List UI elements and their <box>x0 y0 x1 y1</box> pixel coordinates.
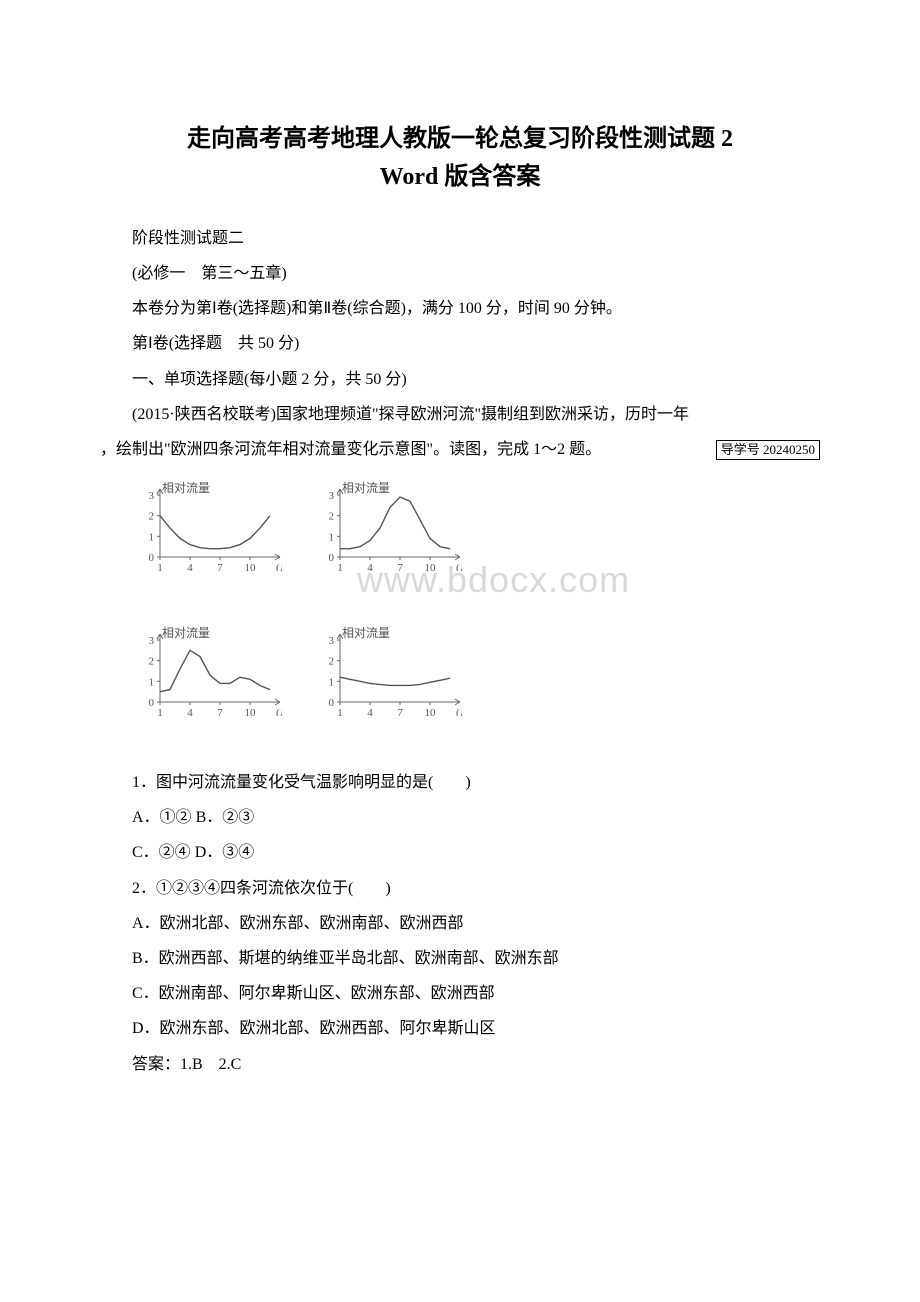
svg-text:(月): (月) <box>456 562 462 571</box>
p-scope: (必修一 第三～五章) <box>100 256 820 291</box>
svg-text:3: 3 <box>329 490 335 502</box>
p-format: 本卷分为第Ⅰ卷(选择题)和第Ⅱ卷(综合题)，满分 100 分，时间 90 分钟。 <box>100 291 820 326</box>
p-section1: 一、单项选择题(每小题 2 分，共 50 分) <box>100 362 820 397</box>
svg-text:4: 4 <box>187 707 193 716</box>
svg-text:(月): (月) <box>276 707 282 716</box>
q2-option-a: A．欧洲北部、欧洲东部、欧洲南部、欧洲西部 <box>100 906 820 941</box>
svg-text:10: 10 <box>425 707 437 716</box>
chart-3: 相对流量012314710(月)③ <box>132 626 282 721</box>
q2-option-c: C．欧洲南部、阿尔卑斯山区、欧洲东部、欧洲西部 <box>100 976 820 1011</box>
svg-text:1: 1 <box>329 531 335 543</box>
q2-stem: 2．①②③④四条河流依次位于( ) <box>100 871 820 906</box>
svg-text:3: 3 <box>149 490 155 502</box>
svg-text:1: 1 <box>149 531 155 543</box>
answers: 答案：1.B 2.C <box>100 1047 820 1082</box>
chart-block-top: 相对流量012314710(月)① 相对流量012314710(月)② www.… <box>132 481 820 576</box>
svg-text:2: 2 <box>329 656 335 668</box>
svg-text:0: 0 <box>149 552 155 564</box>
p-stem-a: (2015·陕西名校联考)国家地理频道"探寻欧洲河流"摄制组到欧洲采访，历时一年 <box>100 397 820 432</box>
svg-text:0: 0 <box>329 552 335 564</box>
title-line-2: Word 版含答案 <box>100 158 820 196</box>
svg-text:1: 1 <box>337 707 343 716</box>
p-subtitle: 阶段性测试题二 <box>100 221 820 256</box>
svg-text:10: 10 <box>245 707 257 716</box>
svg-text:7: 7 <box>397 707 403 716</box>
svg-text:3: 3 <box>329 635 335 647</box>
svg-text:4: 4 <box>367 707 373 716</box>
svg-text:0: 0 <box>329 697 335 709</box>
q2-option-d: D．欧洲东部、欧洲北部、欧洲西部、阿尔卑斯山区 <box>100 1011 820 1046</box>
chart-4: 相对流量012314710(月)④ <box>312 626 462 721</box>
svg-text:4: 4 <box>187 562 193 571</box>
svg-text:(月): (月) <box>276 562 282 571</box>
svg-text:3: 3 <box>149 635 155 647</box>
q1-options-cd: C．②④ D．③④ <box>100 835 820 870</box>
svg-text:10: 10 <box>425 562 437 571</box>
svg-text:10: 10 <box>245 562 257 571</box>
svg-text:1: 1 <box>329 676 335 688</box>
q1-options-ab: A．①② B．②③ <box>100 800 820 835</box>
p-stem-b: ，绘制出"欧洲四条河流年相对流量变化示意图"。读图，完成 1～2 题。 <box>100 432 820 467</box>
svg-text:1: 1 <box>157 707 163 716</box>
svg-text:0: 0 <box>149 697 155 709</box>
chart-block-bottom: 相对流量012314710(月)③ 相对流量012314710(月)④ <box>132 626 820 721</box>
q2-option-b: B．欧洲西部、斯堪的纳维亚半岛北部、欧洲南部、欧洲东部 <box>100 941 820 976</box>
chart-2: 相对流量012314710(月)② <box>312 481 462 576</box>
svg-text:1: 1 <box>157 562 163 571</box>
svg-text:1: 1 <box>337 562 343 571</box>
p-part1: 第Ⅰ卷(选择题 共 50 分) <box>100 326 820 361</box>
svg-text:(月): (月) <box>456 707 462 716</box>
title-line-1: 走向高考高考地理人教版一轮总复习阶段性测试题 2 <box>100 120 820 158</box>
svg-text:2: 2 <box>329 511 335 523</box>
svg-text:7: 7 <box>217 707 223 716</box>
svg-text:7: 7 <box>397 562 403 571</box>
svg-text:7: 7 <box>217 562 223 571</box>
svg-text:1: 1 <box>149 676 155 688</box>
reference-box: 导学号 20240250 <box>716 440 820 460</box>
svg-text:4: 4 <box>367 562 373 571</box>
q1-stem: 1．图中河流流量变化受气温影响明显的是( ) <box>100 765 820 800</box>
svg-text:2: 2 <box>149 656 155 668</box>
chart-1: 相对流量012314710(月)① <box>132 481 282 576</box>
svg-text:2: 2 <box>149 511 155 523</box>
